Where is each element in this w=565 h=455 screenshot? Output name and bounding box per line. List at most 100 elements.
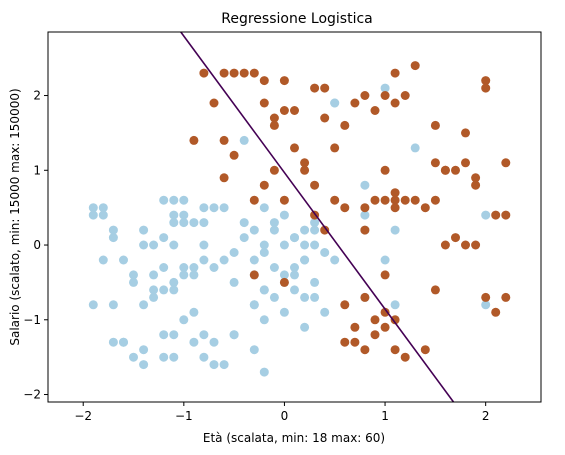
scatter-point-class-1 (380, 270, 390, 280)
scatter-point-class-1 (209, 98, 219, 108)
scatter-point-class-1 (279, 106, 289, 115)
scatter-point-class-1 (471, 173, 481, 183)
scatter-point-class-1 (229, 150, 239, 160)
scatter-point-class-0 (330, 255, 340, 265)
scatter-point-class-0 (209, 203, 219, 213)
scatter-point-class-0 (310, 277, 320, 287)
scatter-point-class-0 (310, 240, 320, 250)
scatter-point-class-1 (350, 337, 360, 347)
scatter-point-class-0 (249, 225, 259, 235)
scatter-point-class-1 (290, 143, 299, 153)
scatter-point-class-0 (179, 210, 189, 220)
scatter-point-class-1 (259, 76, 269, 86)
scatter-point-class-0 (189, 337, 199, 347)
scatter-point-class-0 (179, 263, 189, 272)
scatter-point-class-0 (269, 225, 279, 235)
scatter-point-class-0 (481, 210, 491, 220)
scatter-point-class-0 (259, 367, 269, 377)
scatter-point-class-0 (229, 330, 239, 340)
scatter-point-class-0 (300, 322, 310, 332)
scatter-point-class-0 (229, 277, 239, 287)
chart-title: Regressione Logistica (221, 11, 372, 27)
scatter-point-class-0 (189, 307, 199, 317)
scatter-point-class-0 (259, 248, 269, 257)
scatter-point-class-0 (209, 337, 219, 347)
scatter-point-class-1 (420, 345, 430, 355)
scatter-point-class-0 (199, 203, 209, 213)
scatter-point-class-0 (88, 210, 98, 220)
scatter-point-class-1 (219, 135, 229, 145)
scatter-point-class-0 (159, 263, 169, 272)
scatter-point-class-1 (340, 337, 350, 347)
scatter-point-class-1 (430, 285, 440, 295)
scatter-point-class-0 (360, 210, 370, 220)
scatter-point-class-0 (310, 225, 320, 235)
scatter-point-class-0 (159, 195, 169, 205)
scatter-point-class-1 (420, 203, 430, 213)
scatter-point-class-0 (380, 255, 390, 265)
scatter-point-class-0 (390, 300, 400, 310)
scatter-point-class-0 (290, 270, 299, 280)
scatter-point-class-0 (259, 240, 269, 250)
scatter-point-class-1 (269, 120, 279, 130)
scatter-point-class-1 (461, 128, 470, 138)
scatter-point-class-0 (199, 330, 209, 340)
scatter-point-class-0 (108, 337, 118, 347)
scatter-point-class-1 (330, 195, 340, 205)
y-tick-label: −1 (23, 313, 41, 327)
scatter-point-class-1 (340, 203, 350, 213)
scatter-point-class-0 (169, 330, 179, 340)
scatter-point-class-1 (310, 180, 320, 190)
scatter-point-class-1 (320, 83, 330, 93)
scatter-point-class-0 (149, 292, 159, 302)
scatter-point-class-0 (300, 225, 310, 235)
scatter-point-class-1 (440, 165, 450, 175)
scatter-point-class-1 (360, 345, 370, 355)
scatter-point-class-0 (88, 300, 98, 310)
x-axis-ticks: −2 −1 0 1 2 (74, 402, 489, 423)
scatter-point-class-1 (410, 61, 420, 71)
scatter-point-class-1 (380, 307, 390, 317)
scatter-point-class-1 (360, 203, 370, 213)
scatter-point-class-1 (481, 83, 491, 93)
scatter-point-class-1 (451, 165, 460, 175)
scatter-point-class-1 (350, 322, 360, 332)
scatter-point-class-1 (269, 113, 279, 123)
scatter-point-class-1 (390, 195, 400, 205)
scatter-point-class-0 (139, 240, 149, 250)
scatter-point-class-1 (320, 225, 330, 235)
plot-area (47, 31, 542, 403)
scatter-point-class-0 (310, 292, 320, 302)
scatter-point-class-0 (320, 307, 330, 317)
scatter-point-class-0 (98, 210, 108, 220)
scatter-point-class-0 (119, 337, 128, 347)
scatter-point-class-0 (189, 218, 199, 228)
scatter-point-class-0 (98, 255, 108, 265)
scatter-point-class-1 (249, 270, 259, 280)
scatter-point-class-0 (239, 233, 249, 243)
scatter-point-class-0 (169, 210, 179, 220)
scatter-point-class-1 (430, 120, 440, 130)
scatter-point-class-1 (370, 315, 380, 325)
scatter-point-class-0 (139, 360, 149, 370)
scatter-point-class-1 (279, 277, 289, 287)
scatter-point-class-1 (471, 180, 481, 190)
x-tick-label: 2 (482, 409, 490, 423)
scatter-point-class-0 (290, 233, 299, 243)
scatter-point-class-0 (239, 218, 249, 228)
scatter-point-class-0 (159, 285, 169, 295)
scatter-point-class-1 (481, 76, 491, 86)
scatter-point-class-0 (410, 143, 420, 153)
scatter-point-class-0 (169, 195, 179, 205)
scatter-point-class-0 (259, 285, 269, 295)
x-tick-label: −2 (74, 409, 92, 423)
scatter-point-class-0 (169, 352, 179, 362)
scatter-point-class-1 (481, 292, 491, 302)
scatter-point-class-0 (169, 218, 179, 228)
scatter-point-class-0 (249, 300, 259, 310)
scatter-point-class-0 (249, 255, 259, 265)
scatter-point-class-0 (360, 180, 370, 190)
scatter-point-class-0 (279, 210, 289, 220)
scatter-point-class-1 (219, 173, 229, 183)
